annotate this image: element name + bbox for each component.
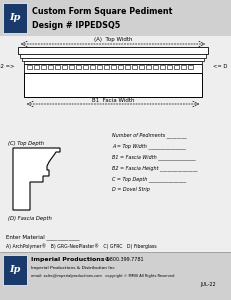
Bar [62,65,67,69]
Bar [145,65,150,69]
Bar [103,65,109,69]
Bar [187,65,192,69]
Bar [69,65,74,69]
Text: B1  Facia Width: B1 Facia Width [91,98,134,103]
Bar [24,64,201,73]
Bar [24,73,201,97]
Bar [27,65,32,69]
Bar [20,54,205,58]
Text: (D) Fascia Depth: (D) Fascia Depth [8,216,52,221]
Bar [110,65,116,69]
Text: B1 = Fascia Width _______________: B1 = Fascia Width _______________ [112,154,195,160]
Bar [138,65,143,69]
Bar [180,65,185,69]
Text: Design # IPPEDSQ5: Design # IPPEDSQ5 [32,20,120,29]
Text: Enter Material ____________: Enter Material ____________ [6,234,79,240]
Bar [0,252,231,300]
Text: Custom Form Square Pediment: Custom Form Square Pediment [32,7,172,16]
Text: 1.800.399.7781: 1.800.399.7781 [105,257,143,262]
Polygon shape [13,148,60,210]
Text: Number of Pediments ________: Number of Pediments ________ [112,132,186,138]
Text: C = Top Depth _______________: C = Top Depth _______________ [112,176,185,182]
Text: email: sales@imperialproductions.com   copyright © MMIII All Rights Reserved: email: sales@imperialproductions.com cop… [31,274,174,278]
Bar [118,65,122,69]
Bar [48,65,53,69]
Bar [83,65,88,69]
Text: B2 = Fascia Height _______________: B2 = Fascia Height _______________ [112,165,197,171]
Text: Ip: Ip [9,266,21,274]
Bar [152,65,157,69]
Bar [3,3,27,33]
Text: A = Top Width _______________: A = Top Width _______________ [112,143,185,149]
Text: Imperial Productions & Distribution Inc: Imperial Productions & Distribution Inc [31,266,114,270]
Text: B2 =>: B2 => [0,64,14,70]
Text: (C) Top Depth: (C) Top Depth [8,141,44,146]
Text: Ip: Ip [9,14,21,22]
Text: JUL-22: JUL-22 [199,282,215,287]
Bar [55,65,60,69]
Text: A) ArchPolymer®   B) GRG-NeoPlaster®   C) GFRC   D) Fiberglass: A) ArchPolymer® B) GRG-NeoPlaster® C) GF… [6,243,156,249]
Bar [159,65,164,69]
Text: D = Dovel Strip: D = Dovel Strip [112,187,149,192]
Text: Imperial Productions®: Imperial Productions® [31,257,110,262]
Bar [125,65,129,69]
Text: <= D: <= D [212,64,226,70]
Bar [3,255,27,285]
Bar [22,58,203,61]
Bar [90,65,94,69]
Text: (A)  Top Width: (A) Top Width [93,38,132,43]
Bar [76,65,81,69]
Bar [34,65,39,69]
Bar [0,0,231,36]
Bar [131,65,137,69]
Bar [97,65,102,69]
Bar [41,65,46,69]
Bar [18,47,207,54]
Bar [173,65,178,69]
Bar [166,65,171,69]
Bar [24,61,201,64]
